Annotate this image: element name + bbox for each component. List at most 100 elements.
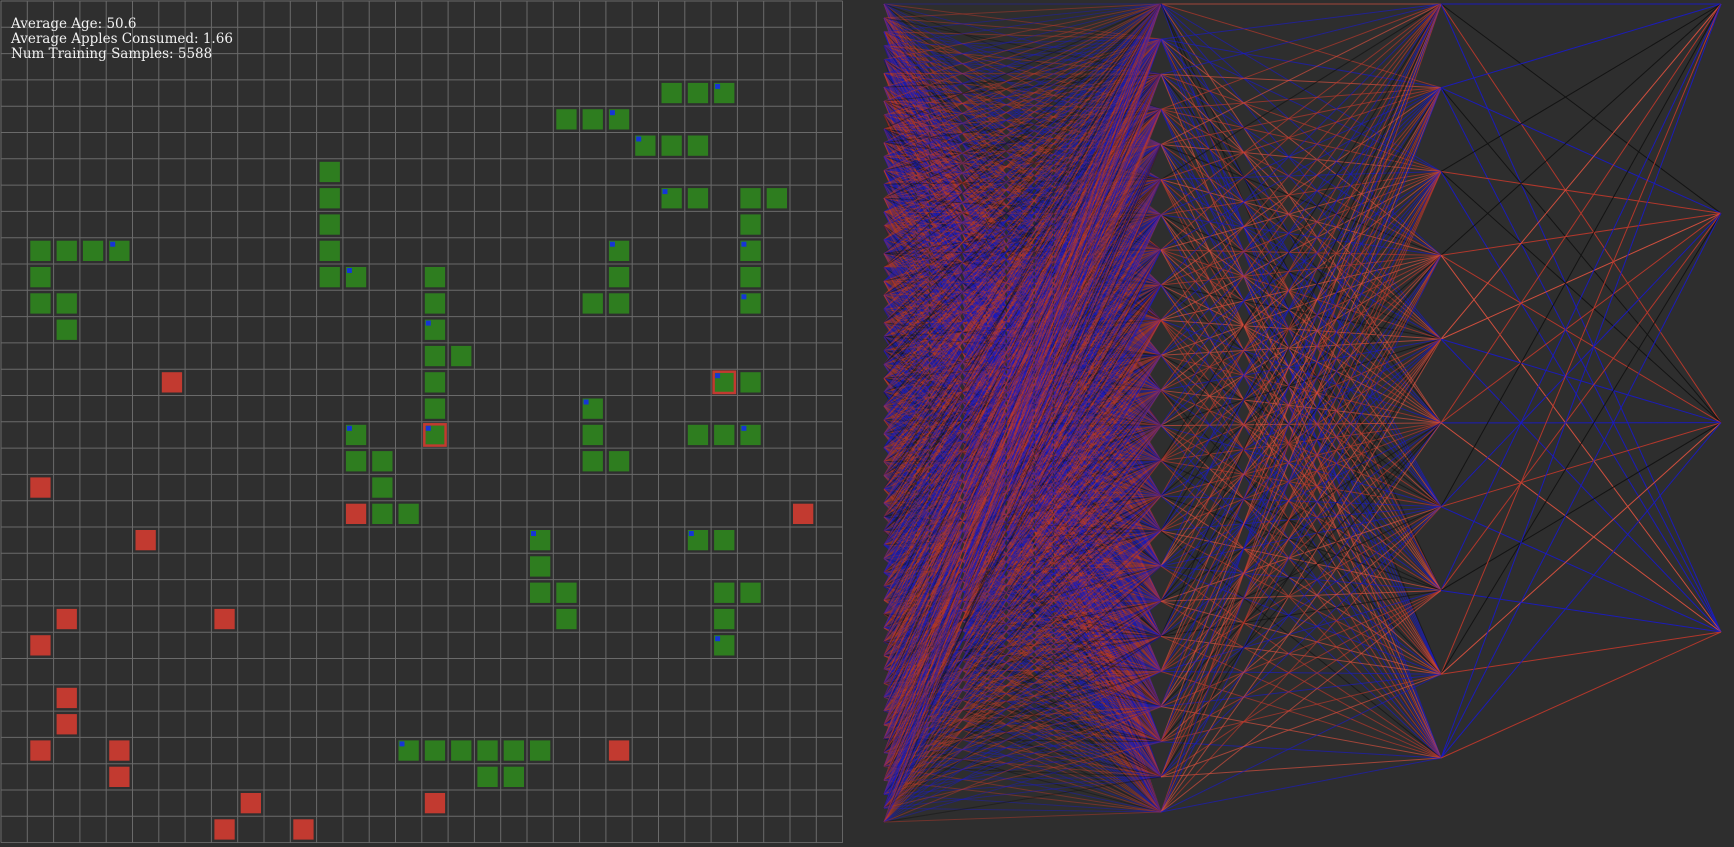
snake-head-marker xyxy=(636,137,641,142)
weight-line xyxy=(1161,590,1441,776)
apple xyxy=(609,740,629,760)
apple xyxy=(425,793,445,813)
apple xyxy=(293,819,313,839)
snake-segment xyxy=(477,767,497,787)
snake-head-marker xyxy=(741,242,746,247)
weight-line xyxy=(1161,320,1441,506)
snake-segment xyxy=(583,451,603,471)
snake-segment xyxy=(320,214,340,234)
apple xyxy=(109,740,129,760)
snake-head-marker xyxy=(741,426,746,431)
weight-line xyxy=(1161,172,1441,426)
snake-segment xyxy=(662,83,682,103)
weight-line xyxy=(1161,423,1441,426)
weight-line xyxy=(1161,601,1441,674)
snake-segment xyxy=(609,451,629,471)
snake-segment xyxy=(399,504,419,524)
apple xyxy=(214,609,234,629)
snake-segment xyxy=(57,241,77,261)
snake-head-marker xyxy=(610,242,615,247)
weight-line xyxy=(1441,4,1721,339)
weight-line xyxy=(884,4,1161,18)
snake-segment xyxy=(425,372,445,392)
snake-segment xyxy=(583,109,603,129)
snake-segment xyxy=(30,293,50,313)
snake-segment xyxy=(740,214,760,234)
snake-segment xyxy=(57,320,77,340)
snake-segment xyxy=(740,583,760,603)
apple xyxy=(346,504,366,524)
snake-segment xyxy=(30,241,50,261)
apple xyxy=(136,530,156,550)
weight-line xyxy=(1441,4,1721,674)
weight-line xyxy=(1441,213,1721,339)
weight-line xyxy=(1161,4,1441,145)
snake-segment xyxy=(609,293,629,313)
weight-line xyxy=(1441,423,1721,758)
snake-head-marker xyxy=(715,84,720,89)
snake-segment xyxy=(714,583,734,603)
snake-segment xyxy=(530,740,550,760)
game-board: Average Age: 50.6 Average Apples Consume… xyxy=(0,0,843,843)
snake-head-marker xyxy=(347,268,352,273)
snake-segment xyxy=(346,451,366,471)
weight-line xyxy=(1441,632,1721,758)
snake-segment xyxy=(740,372,760,392)
weight-line xyxy=(1441,423,1721,675)
snake-segment xyxy=(425,399,445,419)
neural-network-diagram xyxy=(883,0,1728,843)
apple xyxy=(30,635,50,655)
snake-head-marker xyxy=(110,242,115,247)
weight-line xyxy=(1441,4,1721,507)
snake-segment xyxy=(320,188,340,208)
snake-head-marker xyxy=(426,321,431,326)
weight-line xyxy=(1441,423,1721,507)
snake-segment xyxy=(451,740,471,760)
snake-segment xyxy=(425,267,445,287)
snake-segment xyxy=(714,609,734,629)
snake-head-marker xyxy=(347,426,352,431)
snake-head-marker xyxy=(531,531,536,536)
apple xyxy=(241,793,261,813)
weight-line xyxy=(1161,4,1441,39)
weight-line xyxy=(1161,74,1441,88)
weight-line xyxy=(1161,758,1441,777)
snake-head-marker xyxy=(400,741,405,746)
snake-segment xyxy=(688,188,708,208)
weight-line xyxy=(1441,172,1721,214)
board-grid xyxy=(0,0,843,843)
apple xyxy=(30,477,50,497)
snake-head-marker xyxy=(584,400,589,405)
snake-segment xyxy=(688,425,708,445)
snake-segment xyxy=(740,188,760,208)
weight-line xyxy=(884,4,1161,32)
snake-segment xyxy=(320,267,340,287)
snake-segment xyxy=(583,293,603,313)
snake-head-marker xyxy=(741,294,746,299)
weight-line xyxy=(1161,674,1441,812)
weight-line xyxy=(1441,88,1721,214)
snake-segment xyxy=(688,83,708,103)
snake-head-marker xyxy=(715,636,720,641)
snake-segment xyxy=(372,477,392,497)
snake-segment xyxy=(504,740,524,760)
snake-segment xyxy=(609,267,629,287)
snake-segment xyxy=(556,109,576,129)
snake-segment xyxy=(714,425,734,445)
snake-head-marker xyxy=(610,110,615,115)
snake-segment xyxy=(372,451,392,471)
apple xyxy=(109,767,129,787)
snake-segment xyxy=(425,740,445,760)
snake-segment xyxy=(767,188,787,208)
weight-line xyxy=(1441,423,1721,591)
snake-segment xyxy=(57,293,77,313)
snake-segment xyxy=(477,740,497,760)
snake-segment xyxy=(83,241,103,261)
weight-line xyxy=(1441,4,1721,590)
weight-line xyxy=(884,4,1161,39)
snake-segment xyxy=(372,504,392,524)
snake-segment xyxy=(30,267,50,287)
weight-line xyxy=(1441,213,1721,758)
snake-segment xyxy=(714,530,734,550)
snake-segment xyxy=(425,293,445,313)
